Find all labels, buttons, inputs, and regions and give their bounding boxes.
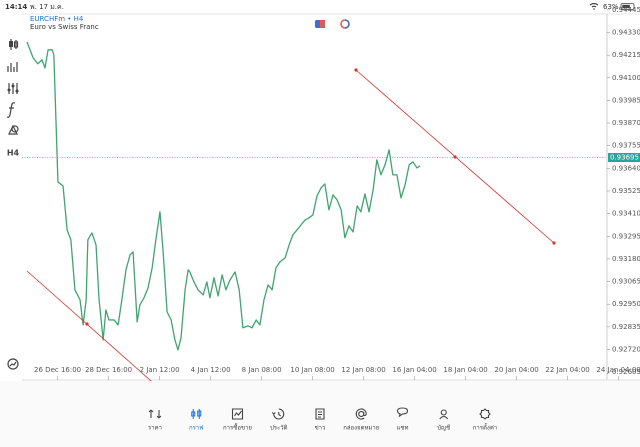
y-tick-label: 0.93755 [612, 142, 640, 150]
trend-line[interactable] [26, 270, 169, 397]
symbol-label: EURCHFm • H4 [30, 15, 84, 23]
price-line [26, 41, 421, 351]
tab-label: แชท [397, 425, 409, 432]
timeframe-button[interactable]: H4 [7, 149, 20, 158]
tab-button[interactable]: กล่องจดหมาย [343, 408, 379, 432]
battery-level: 63% [603, 3, 619, 11]
x-tick-label: 24 Jan 04:00 [596, 366, 640, 374]
y-tick-label: 0.92605 [612, 368, 640, 376]
tab-label: การซื้อขาย [223, 422, 252, 432]
battery-icon [620, 3, 635, 10]
tab-icon [355, 408, 367, 420]
tab-button[interactable]: การตั้งค่า [473, 408, 497, 432]
y-tick-label: 0.93985 [612, 96, 640, 104]
tab-label: ราคา [148, 425, 162, 432]
symbol-description: Euro vs Swiss Franc [30, 23, 99, 31]
current-price-tag [608, 153, 640, 163]
y-tick-label: 0.94445 [612, 6, 640, 14]
x-tick-label: 28 Dec 16:00 [85, 366, 132, 374]
tab-label: ประวัติ [270, 425, 288, 432]
tab-button[interactable]: การซื้อขาย [223, 408, 252, 432]
y-tick-label: 0.94100 [612, 74, 640, 82]
x-tick-label: 22 Jan 04:00 [545, 366, 589, 374]
y-tick-label: 0.94215 [612, 51, 640, 59]
y-tick-label: 0.94330 [612, 28, 640, 36]
wifi-icon [589, 2, 599, 10]
x-tick-label: 2 Jan 12:00 [140, 366, 180, 374]
x-tick-label: 26 Dec 16:00 [34, 366, 81, 374]
function-button[interactable] [6, 102, 16, 118]
y-tick-label: 0.92950 [612, 300, 640, 308]
y-tick-label: 0.92835 [612, 323, 640, 331]
settings-sliders-button[interactable] [7, 83, 19, 94]
tab-label: กล่องจดหมาย [343, 425, 379, 432]
x-tick-label: 8 Jan 08:00 [242, 366, 282, 374]
tab-icon [231, 408, 244, 420]
tab-button[interactable]: บัญชี [437, 409, 450, 432]
status-time: 14:14 [5, 3, 27, 11]
tab-icon [148, 409, 162, 419]
current-price-label: 0.93695 [610, 154, 639, 162]
y-tick-label: 0.93295 [612, 232, 640, 240]
tab-icon [315, 408, 325, 420]
trend-line[interactable] [354, 68, 556, 245]
tab-button[interactable]: ประวัติ [270, 408, 288, 432]
tab-label: บัญชี [437, 424, 450, 432]
x-tick-label: 4 Jan 12:00 [191, 366, 231, 374]
tab-button[interactable]: ราคา [148, 409, 162, 432]
tab-icon [271, 408, 285, 420]
y-tick-label: 0.93870 [612, 119, 640, 127]
y-tick-label: 0.93180 [612, 255, 640, 263]
tab-icon [479, 408, 491, 420]
tab-button[interactable]: กราฟ [189, 409, 203, 432]
objects-button[interactable] [8, 124, 19, 135]
crosshair-button[interactable] [7, 358, 19, 370]
left-toolbar: H4 [6, 39, 20, 394]
tab-label: ข่าว [315, 425, 326, 432]
tab-button[interactable]: แชท [396, 407, 409, 432]
x-tick-label: 20 Jan 04:00 [494, 366, 538, 374]
tab-label: การตั้งค่า [473, 422, 497, 432]
y-tick-label: 0.93410 [612, 210, 640, 218]
one-click-button[interactable] [340, 19, 350, 29]
y-tick-label: 0.93525 [612, 187, 640, 195]
chart-type-button[interactable] [9, 39, 19, 50]
status-date: พ. 17 ม.ค. [30, 3, 64, 11]
x-tick-label: 18 Jan 04:00 [443, 366, 487, 374]
y-tick-label: 0.92720 [612, 345, 640, 353]
tab-button[interactable]: ข่าว [315, 408, 326, 432]
tab-icon [191, 409, 202, 419]
x-tick-label: 16 Jan 04:00 [392, 366, 436, 374]
x-tick-label: 10 Jan 08:00 [290, 366, 334, 374]
y-tick-label: 0.93065 [612, 278, 640, 286]
x-tick-label: 12 Jan 08:00 [341, 366, 385, 374]
trade-button[interactable] [315, 20, 325, 28]
tab-label: กราฟ [189, 425, 203, 432]
indicators-button[interactable] [7, 62, 18, 72]
y-tick-label: 0.93640 [612, 164, 640, 172]
tab-icon [396, 407, 409, 418]
